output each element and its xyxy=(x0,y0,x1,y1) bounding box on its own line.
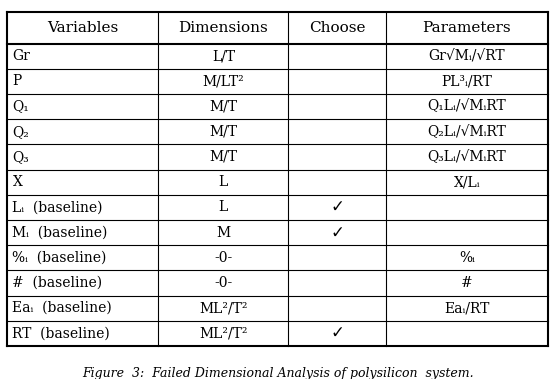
Text: Q₃Lᵢ/√MᵢRT: Q₃Lᵢ/√MᵢRT xyxy=(427,150,506,164)
Text: Variables: Variables xyxy=(47,21,118,35)
Text: Q₃: Q₃ xyxy=(12,150,29,164)
Text: M: M xyxy=(216,226,230,240)
Text: Gr√Mᵢ/√RT: Gr√Mᵢ/√RT xyxy=(428,49,505,63)
Text: P: P xyxy=(12,74,22,88)
Text: X/Lᵢ: X/Lᵢ xyxy=(453,175,480,189)
Text: M/T: M/T xyxy=(209,150,238,164)
Text: RT  (baseline): RT (baseline) xyxy=(12,326,110,340)
Text: Q₁Lᵢ/√MᵢRT: Q₁Lᵢ/√MᵢRT xyxy=(427,100,506,114)
Text: -0-: -0- xyxy=(214,251,233,265)
Text: Dimensions: Dimensions xyxy=(179,21,268,35)
Text: M/T: M/T xyxy=(209,100,238,114)
Text: Q₂Lᵢ/√MᵢRT: Q₂Lᵢ/√MᵢRT xyxy=(427,125,506,139)
Text: Eaᵢ/RT: Eaᵢ/RT xyxy=(444,301,490,315)
Text: L/T: L/T xyxy=(212,49,235,63)
Text: Lᵢ  (baseline): Lᵢ (baseline) xyxy=(12,200,103,215)
Text: Mᵢ  (baseline): Mᵢ (baseline) xyxy=(12,226,108,240)
Text: Choose: Choose xyxy=(309,21,365,35)
Text: ✓: ✓ xyxy=(330,224,344,241)
Text: Parameters: Parameters xyxy=(422,21,511,35)
Text: X: X xyxy=(12,175,22,189)
Text: %ᵢ: %ᵢ xyxy=(459,251,475,265)
Text: %ᵢ  (baseline): %ᵢ (baseline) xyxy=(12,251,107,265)
Text: #: # xyxy=(461,276,473,290)
Text: Eaᵢ  (baseline): Eaᵢ (baseline) xyxy=(12,301,112,315)
Text: L: L xyxy=(219,175,228,189)
Text: M/LT²: M/LT² xyxy=(203,74,244,88)
Text: M/T: M/T xyxy=(209,125,238,139)
Text: L: L xyxy=(219,200,228,215)
Text: Gr: Gr xyxy=(12,49,31,63)
Text: ✓: ✓ xyxy=(330,324,344,342)
Text: Q₂: Q₂ xyxy=(12,125,29,139)
Text: Figure  3:  Failed Dimensional Analysis of polysilicon  system.: Figure 3: Failed Dimensional Analysis of… xyxy=(82,367,473,379)
Text: #  (baseline): # (baseline) xyxy=(12,276,103,290)
Text: PL³ᵢ/RT: PL³ᵢ/RT xyxy=(441,74,492,88)
Text: ML²/T²: ML²/T² xyxy=(199,326,248,340)
Text: Q₁: Q₁ xyxy=(12,100,29,114)
Text: ML²/T²: ML²/T² xyxy=(199,301,248,315)
Text: -0-: -0- xyxy=(214,276,233,290)
Text: ✓: ✓ xyxy=(330,198,344,216)
